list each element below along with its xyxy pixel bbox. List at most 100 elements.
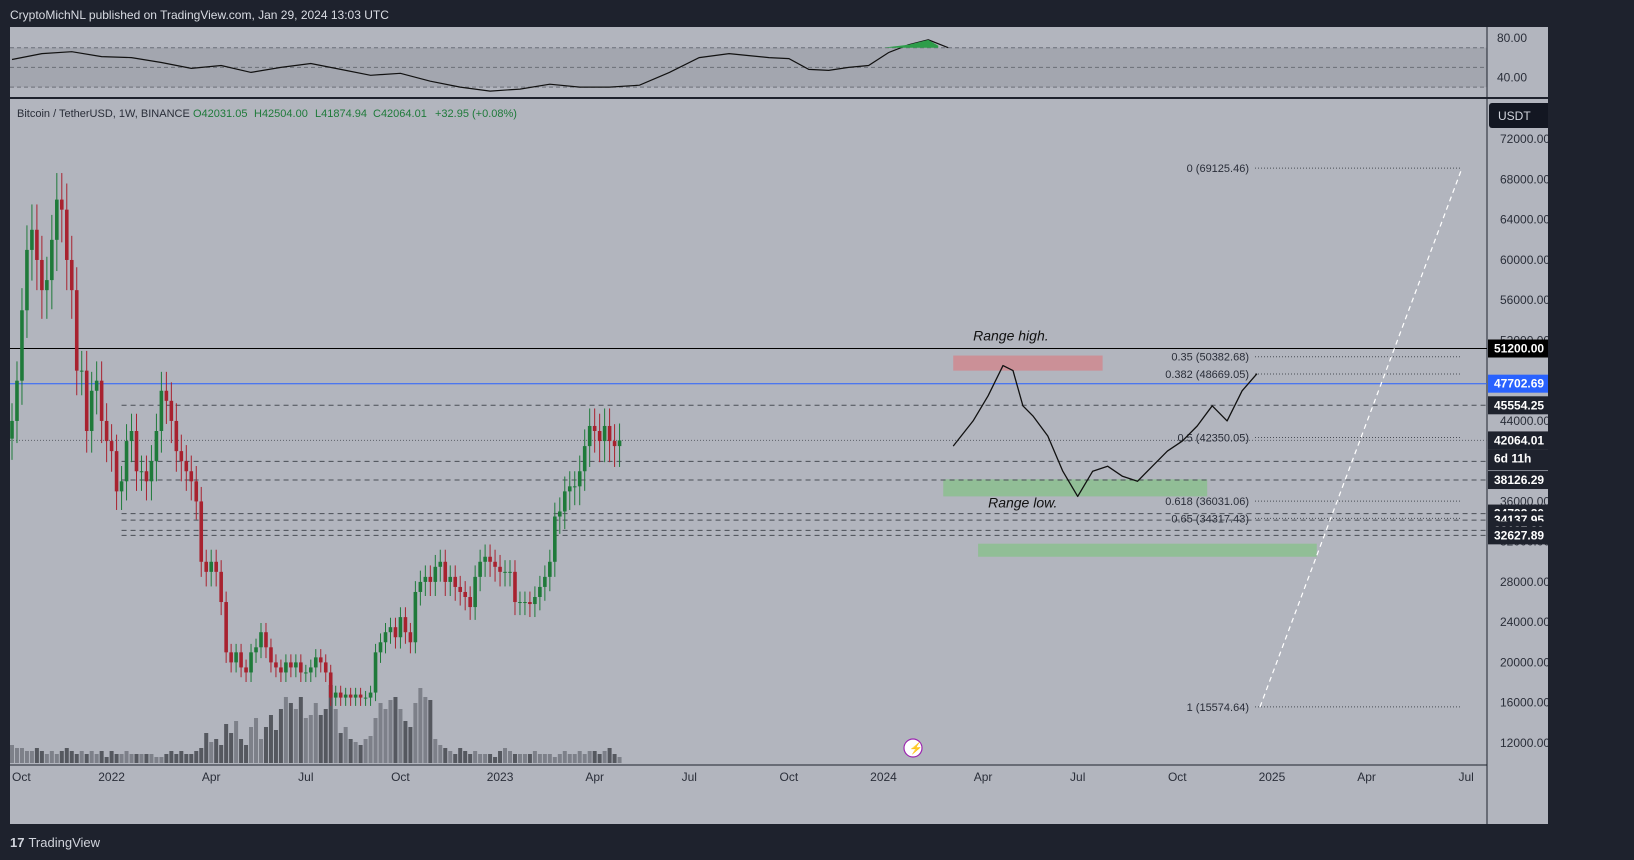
chart-svg[interactable]: 80.00 40.00 0 (69125.46) 0.35 (50382.68) 0.… [10,27,1555,824]
candle-body [577,471,582,487]
volume-bar [154,757,159,763]
candle-body [607,425,612,442]
volume-bar [547,754,552,763]
range-high-annotation: Range high. [973,327,1049,343]
candle-body [279,667,283,673]
fib-level-label: 0 (69125.46) [1187,163,1249,175]
volume-bar [602,751,607,763]
level-badge-label: 51200.00 [1494,342,1544,356]
volume-bar [10,745,14,763]
candle-body [139,471,144,473]
volume-bar [69,751,74,763]
time-tick-label: Jul [1070,770,1085,784]
candle-body [214,561,218,572]
candle-body [224,602,228,653]
volume-bar [89,751,94,763]
candle-body [543,576,547,587]
time-tick-label: 2025 [1259,770,1286,784]
volume-bar [378,703,383,763]
candle-body [199,501,204,562]
footer-bar: 17 TradingView [0,824,1634,860]
candle-body [338,692,343,698]
candle-body [558,511,562,517]
candle-body [428,576,433,582]
candle-body [284,662,288,673]
candle-body [244,667,248,673]
rsi-line [11,39,949,92]
level-badge-label: 47702.69 [1494,377,1544,391]
volume-bar [94,754,99,763]
ohlc-open: O42031.05 [193,108,247,120]
candle-body [533,597,537,605]
candle-body [448,576,453,582]
volume-bar [59,751,64,763]
volume-bar [119,754,124,763]
candle-body [418,581,423,592]
candle-body [99,380,104,421]
ohlc-close: C42064.01 [373,108,427,120]
volume-bar [597,754,602,763]
volume-bar [254,718,259,763]
candle-body [373,652,378,693]
candle-body [20,310,24,381]
volume-bar [517,754,522,763]
publisher-text: CryptoMichNL published on TradingView.co… [10,8,389,22]
candle-body [35,229,39,260]
volume-bar [114,754,119,763]
candle-body [343,694,348,698]
volume-bar [587,751,592,763]
fib-level-label: 0.618 (36031.06) [1165,496,1249,508]
candle-body [313,657,318,668]
volume-bar [244,745,249,763]
candle-body [304,672,308,674]
candle-body [468,597,472,608]
candle-body [94,380,99,391]
lightning-icon[interactable] [903,738,923,758]
volume-bar [303,718,308,763]
volume-bar [249,727,254,763]
volume-bar [44,754,49,763]
volume-bar [333,709,338,763]
volume-bar [398,709,403,763]
candle-body [184,461,189,472]
volume-bar [338,733,343,763]
volume-bar [124,751,129,763]
candle-body [45,280,49,291]
time-tick-label: Oct [391,770,410,784]
volume-bar [453,754,458,763]
ohlc-low: L41874.94 [315,108,367,120]
volume-bar [224,724,229,763]
currency-badge-label: USDT [1498,109,1531,123]
level-badge-label: 38126.29 [1494,473,1544,487]
candle-body [159,390,164,431]
rsi-pane: 80.00 40.00 [10,27,1548,824]
candle-body [50,239,54,281]
candle-body [189,471,194,482]
candle-body [602,425,607,442]
candle-body [174,420,179,452]
time-tick-label: Apr [585,770,604,784]
candle-body [592,425,597,431]
volume-bar [403,721,408,763]
candle-body [443,561,448,582]
volume-bar [323,709,328,763]
price-tick-label: 72000.00 [1500,132,1548,146]
price-tick-label: 64000.00 [1500,213,1548,227]
price-tick-label: 16000.00 [1500,696,1548,710]
candle-body [269,647,273,663]
candle-body [528,602,532,605]
candle-body [134,431,139,472]
volume-bar [537,754,542,763]
volume-bar [189,754,194,763]
tradingview-logo-icon: 17 [10,835,25,850]
tradingview-brand-label: TradingView [28,835,101,850]
volume-bar [24,751,29,763]
currency-badge[interactable] [1489,103,1555,128]
candle-body [582,446,587,472]
volume-bar [508,751,512,763]
chart-area[interactable]: 80.00 40.00 0 (69125.46) 0.35 (50382.68) 0.… [10,27,1555,824]
volume-bar [438,745,443,763]
candle-body [423,576,428,582]
volume-bar [298,697,303,763]
tradingview-brand[interactable]: 17 TradingView [10,835,100,850]
